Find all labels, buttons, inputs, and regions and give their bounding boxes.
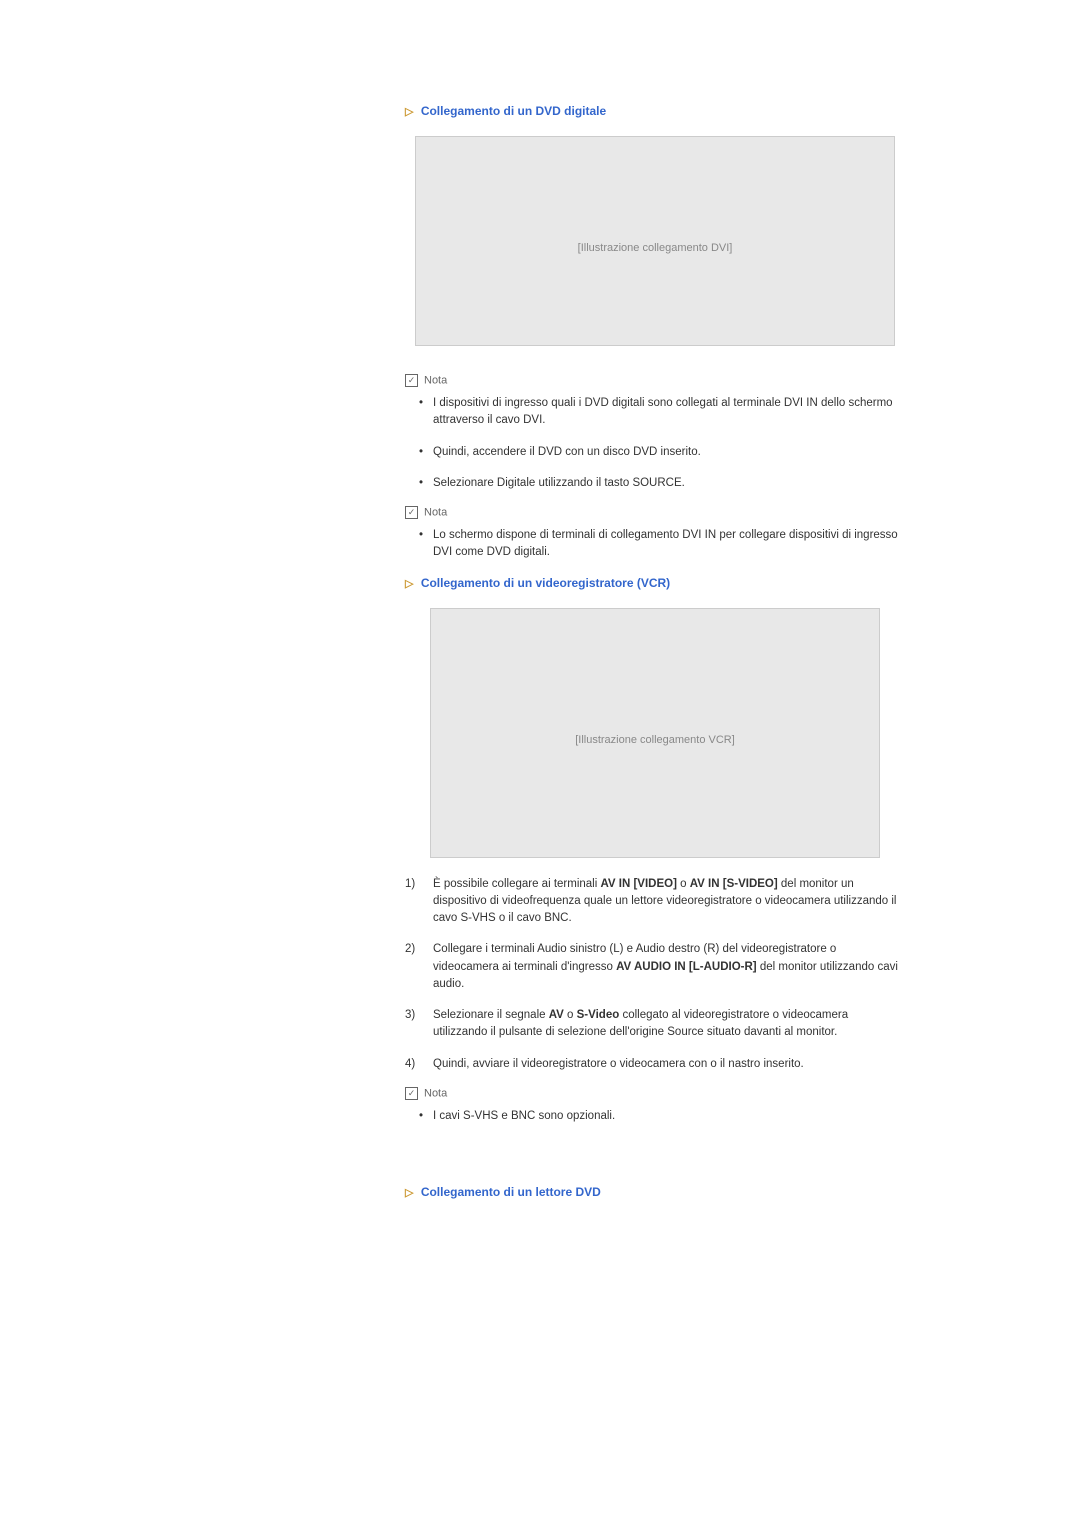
list-item: Collegare i terminali Audio sinistro (L)… [405, 941, 901, 993]
checkbox-icon: ✓ [405, 1087, 418, 1100]
bullets-dvd-digital-1: I dispositivi di ingresso quali i DVD di… [405, 395, 905, 492]
section-title-text: Collegamento di un lettore DVD [421, 1185, 601, 1199]
section-title-text: Collegamento di un DVD digitale [421, 104, 606, 118]
figure-dvd-digital: [Illustrazione collegamento DVI] [405, 136, 905, 346]
list-item: I dispositivi di ingresso quali i DVD di… [419, 395, 905, 430]
chevron-icon: ▷ [405, 1187, 413, 1199]
section-title-vcr: ▷ Collegamento di un videoregistratore (… [405, 576, 905, 590]
figure-vcr: [Illustrazione collegamento VCR] [405, 608, 905, 858]
section-title-text: Collegamento di un videoregistratore (VC… [421, 576, 670, 590]
nota-block-vcr: ✓ Nota [405, 1087, 905, 1100]
steps-vcr: È possibile collegare ai terminali AV IN… [405, 876, 905, 1073]
section-title-dvd-digital: ▷ Collegamento di un DVD digitale [405, 104, 905, 118]
chevron-icon: ▷ [405, 106, 413, 118]
bullets-dvd-digital-2: Lo schermo dispone di terminali di colle… [405, 527, 905, 562]
nota-label: Nota [424, 506, 447, 518]
nota-block-1: ✓ Nota [405, 374, 905, 387]
main-content: ▷ Collegamento di un DVD digitale [Illus… [405, 104, 905, 1199]
bullets-vcr: I cavi S-VHS e BNC sono opzionali. [405, 1108, 905, 1125]
list-item: Quindi, avviare il videoregistratore o v… [405, 1056, 901, 1073]
list-item: Selezionare Digitale utilizzando il tast… [419, 475, 905, 492]
list-item: I cavi S-VHS e BNC sono opzionali. [419, 1108, 905, 1125]
list-item: Lo schermo dispone di terminali di colle… [419, 527, 905, 562]
list-item: Quindi, accendere il DVD con un disco DV… [419, 444, 905, 461]
list-item: È possibile collegare ai terminali AV IN… [405, 876, 901, 928]
figure-placeholder: [Illustrazione collegamento VCR] [430, 608, 880, 858]
section-title-dvd-player: ▷ Collegamento di un lettore DVD [405, 1185, 905, 1199]
checkbox-icon: ✓ [405, 506, 418, 519]
figure-placeholder: [Illustrazione collegamento DVI] [415, 136, 895, 346]
nota-label: Nota [424, 1087, 447, 1099]
nota-block-2: ✓ Nota [405, 506, 905, 519]
list-item: Selezionare il segnale AV o S-Video coll… [405, 1007, 901, 1042]
chevron-icon: ▷ [405, 578, 413, 590]
checkbox-icon: ✓ [405, 374, 418, 387]
nota-label: Nota [424, 374, 447, 386]
